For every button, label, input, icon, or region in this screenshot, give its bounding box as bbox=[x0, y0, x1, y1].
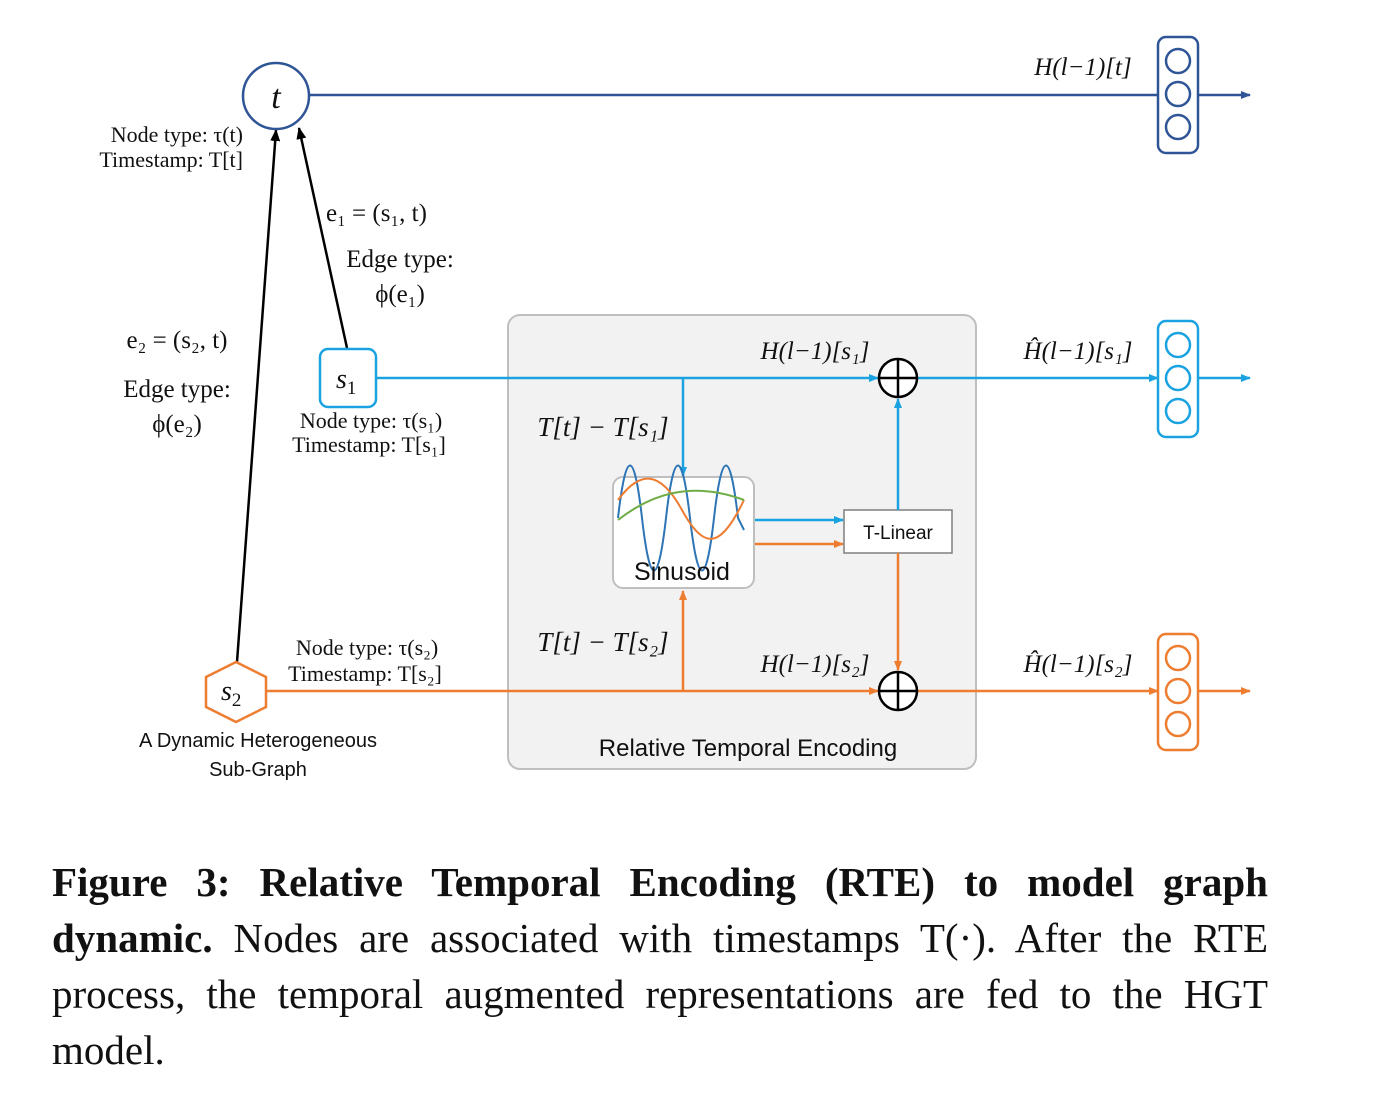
node-s2-label: s2 bbox=[221, 676, 241, 711]
edge-e2-type-value: ϕ(e₂) bbox=[152, 411, 202, 438]
node-s2-type: Node type: τ(s₂) bbox=[296, 635, 438, 660]
output-s1-label: Ĥ(l−1)[s₁] bbox=[1023, 337, 1133, 365]
sinusoid-label: Sinusoid bbox=[634, 558, 730, 586]
rte-diagram: t Node type: τ(t) Timestamp: T[t] e₁ = (… bbox=[99, 35, 1251, 781]
rte-title: Relative Temporal Encoding bbox=[599, 735, 897, 762]
h-s1-label: H(l−1)[s₁] bbox=[760, 338, 870, 365]
output-s2-vector bbox=[1156, 632, 1200, 752]
node-s2 bbox=[204, 660, 268, 724]
output-s1-vector bbox=[1156, 319, 1200, 439]
edge-e1-type-title: Edge type: bbox=[346, 246, 454, 273]
sinusoid-wave-orange bbox=[617, 477, 745, 540]
output-t-vector bbox=[1156, 35, 1200, 155]
node-s1-type: Node type: τ(s₁) bbox=[300, 408, 442, 433]
sinusoid-wave-green bbox=[617, 489, 745, 521]
node-s1-timestamp: Timestamp: T[s₁] bbox=[292, 432, 446, 457]
edge-e2-line bbox=[235, 129, 281, 663]
subgraph-label-line1: A Dynamic Heterogeneous bbox=[139, 730, 377, 752]
edge-e2-type-title: Edge type: bbox=[123, 376, 231, 403]
h-s2-label: H(l−1)[s₂] bbox=[760, 651, 870, 678]
edge-e1-def: e₁ = (s₁, t) bbox=[326, 200, 427, 227]
node-t-type: Node type: τ(t) bbox=[111, 122, 243, 147]
node-s1-label: s1 bbox=[336, 364, 356, 399]
subgraph-label-line2: Sub-Graph bbox=[209, 759, 307, 781]
node-t-timestamp: Timestamp: T[t] bbox=[99, 147, 243, 172]
edge-e1-type-value: ϕ(e₁) bbox=[375, 281, 425, 308]
plus-s1-icon bbox=[877, 357, 919, 399]
delta-s2-label: T[t] − T[s₂] bbox=[537, 627, 668, 657]
node-s1 bbox=[318, 347, 378, 409]
output-t-label: H(l−1)[t] bbox=[1033, 54, 1131, 81]
caption-bold: Figure 3: Relative Temporal Encoding (RT… bbox=[52, 859, 1268, 961]
tlinear-label: T-Linear bbox=[863, 523, 933, 544]
plus-s2-icon bbox=[877, 670, 919, 712]
node-t bbox=[241, 61, 311, 131]
edge-e1-line bbox=[296, 127, 349, 349]
output-s2-label: Ĥ(l−1)[s₂] bbox=[1023, 650, 1133, 678]
sinusoid-wave-blue bbox=[617, 464, 745, 572]
edge-e2-def: e₂ = (s₂, t) bbox=[127, 327, 228, 354]
figure-caption: Figure 3: Relative Temporal Encoding (RT… bbox=[52, 854, 1268, 1078]
node-s2-timestamp: Timestamp: T[s₂] bbox=[288, 661, 442, 686]
node-t-label: t bbox=[271, 79, 282, 116]
caption-text: Nodes are associated with timestamps T(·… bbox=[52, 915, 1268, 1073]
delta-s1-label: T[t] − T[s₁] bbox=[537, 412, 668, 442]
